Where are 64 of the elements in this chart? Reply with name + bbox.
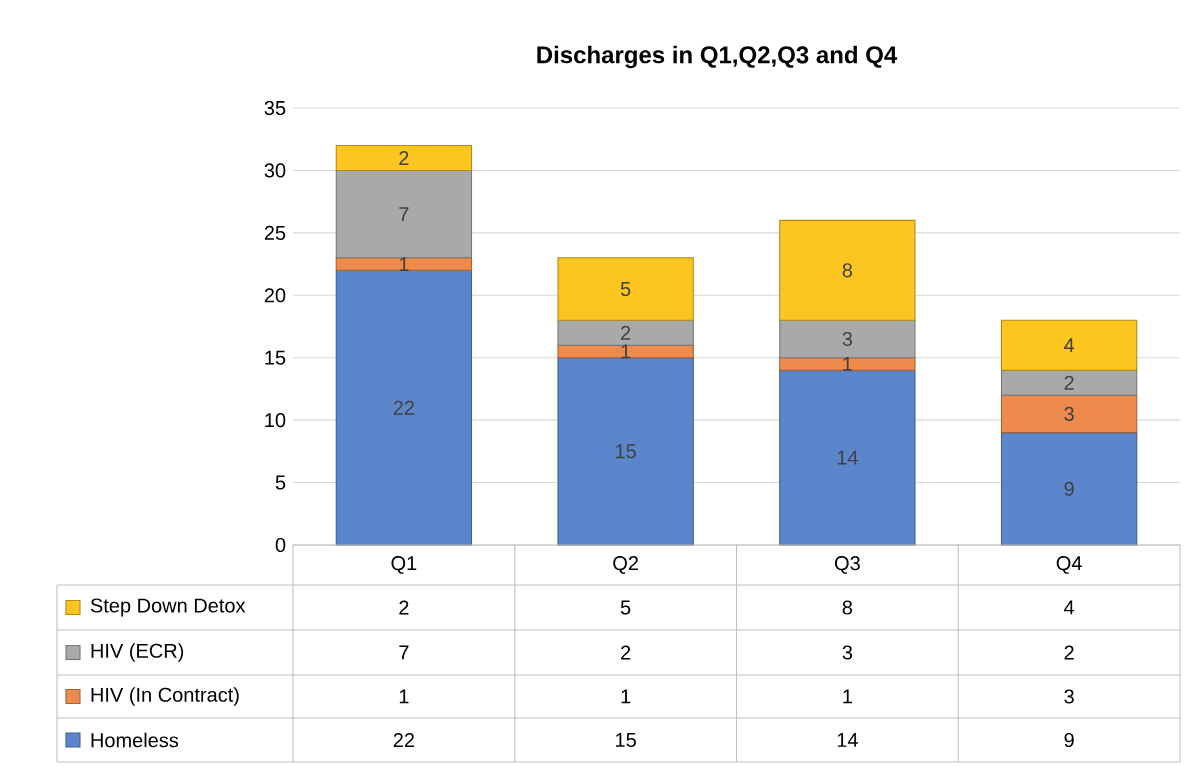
x-tick-label: Q4: [1056, 556, 1082, 574]
text: 15: [616, 733, 636, 747]
data-label: 1: [843, 357, 852, 371]
text: 3: [1064, 689, 1074, 704]
data-label: 9: [1064, 481, 1074, 496]
data-label: 3: [1064, 406, 1074, 421]
data-label: 4: [1064, 338, 1075, 353]
data-label: 2: [1064, 375, 1074, 390]
bar: [557, 357, 694, 546]
bar: [779, 319, 916, 359]
bar: [1000, 432, 1138, 546]
data-label: 8: [842, 263, 853, 278]
text: 22: [393, 733, 414, 747]
bar: [335, 169, 473, 259]
text: 2: [1064, 645, 1074, 660]
chart-title: Discharges in Q1,Q2,Q3 and Q4: [537, 45, 898, 69]
text: 2: [621, 645, 631, 660]
bar: [1000, 369, 1138, 396]
x-tick-label: Q2: [613, 556, 638, 574]
legend-label: Step Down Detox: [90, 598, 246, 617]
y-tick-label: 10: [265, 413, 286, 428]
y-tick-label: 20: [264, 288, 286, 303]
data-label: 5: [620, 282, 631, 296]
x-tick-label: Q1: [391, 556, 417, 574]
legend-label: Homeless: [91, 732, 179, 748]
data-label: 2: [399, 150, 409, 165]
text: 7: [399, 645, 409, 660]
y-tick-label: 25: [264, 225, 286, 240]
y-tick-label: 5: [275, 475, 286, 490]
text: 3: [842, 645, 853, 660]
data-label: 1: [621, 344, 631, 359]
bar: [1000, 319, 1138, 371]
bar: [335, 144, 473, 171]
bar: [557, 319, 694, 346]
text: 2: [399, 600, 409, 615]
y-tick-label: 15: [265, 350, 286, 365]
legend-label: HIV (ECR): [91, 643, 184, 662]
x-tick-label: Q3: [834, 556, 860, 574]
bar: [335, 269, 473, 546]
data-label: 14: [837, 450, 858, 465]
data-label: 3: [842, 331, 853, 347]
bar: [779, 369, 916, 546]
text: 1: [621, 689, 631, 704]
bar: [779, 357, 916, 371]
bar: [557, 257, 694, 321]
text: 9: [1064, 732, 1074, 748]
data-label: 15: [616, 444, 636, 459]
text: 5: [620, 600, 631, 615]
legend-label: HIV (In Contract): [91, 687, 239, 706]
text: 8: [842, 600, 853, 615]
text: 1: [843, 689, 852, 704]
y-tick-label: 0: [275, 537, 286, 553]
data-label: 1: [399, 257, 409, 271]
bar: [335, 257, 473, 271]
data-label: 2: [621, 325, 631, 340]
text: 1: [399, 689, 409, 704]
y-tick-label: 30: [264, 163, 286, 178]
bar: [779, 219, 916, 321]
data-label: 7: [399, 207, 409, 221]
bar: [1000, 394, 1138, 434]
data-label: 22: [393, 400, 414, 415]
text: 14: [837, 733, 858, 747]
text: 4: [1064, 600, 1075, 615]
y-tick-label: 35: [264, 100, 286, 116]
